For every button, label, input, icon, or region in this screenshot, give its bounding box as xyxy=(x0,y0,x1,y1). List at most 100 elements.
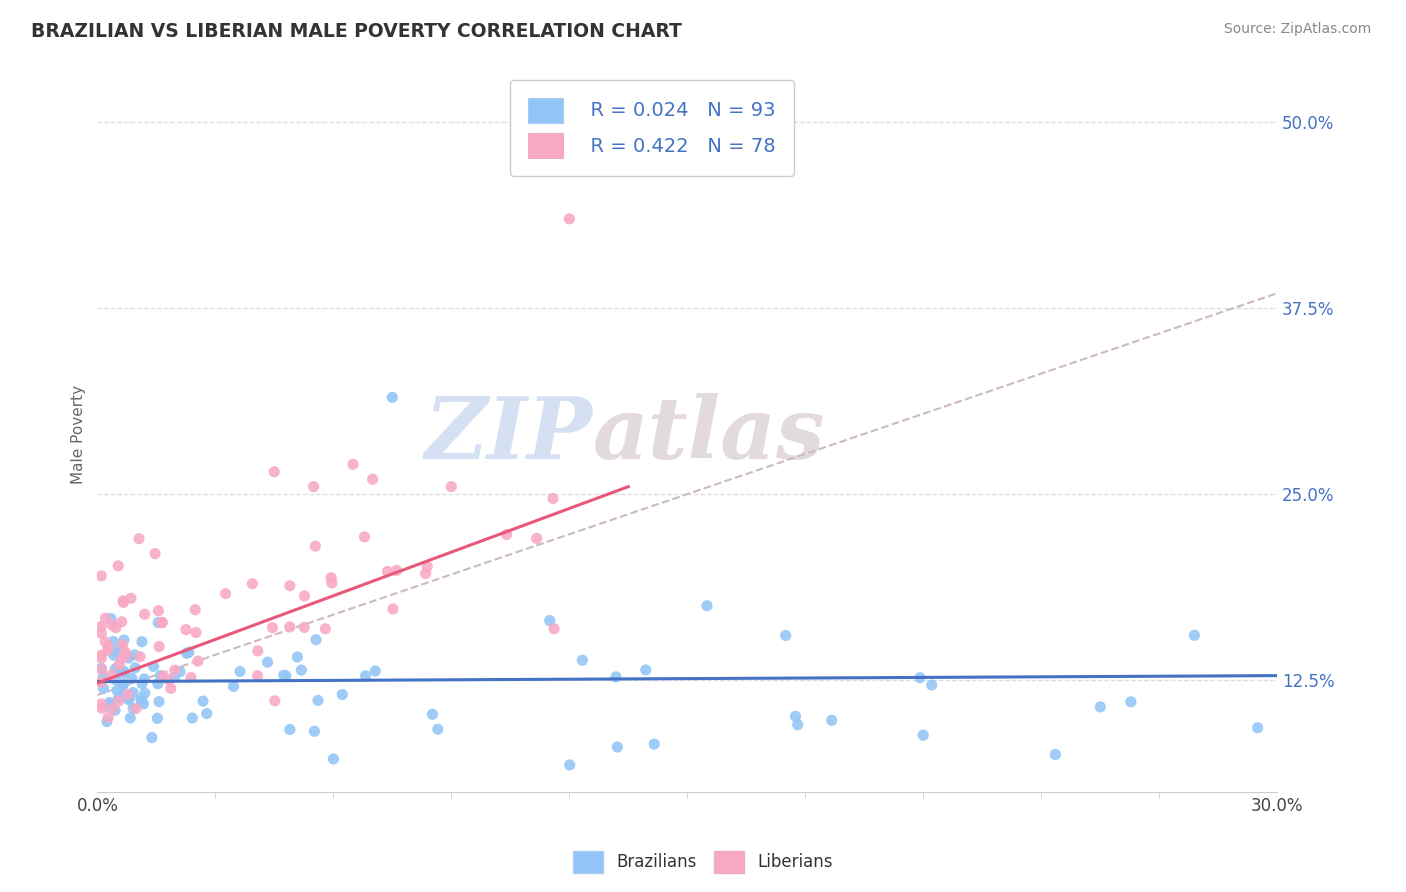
Text: atlas: atlas xyxy=(593,392,825,476)
Point xyxy=(1184,628,1206,642)
Point xyxy=(1119,695,1142,709)
Point xyxy=(321,576,343,591)
Point xyxy=(605,670,627,684)
Point xyxy=(273,668,295,682)
Point xyxy=(278,579,301,593)
Point xyxy=(314,622,336,636)
Point xyxy=(146,711,169,725)
Point xyxy=(440,480,463,494)
Point xyxy=(90,619,112,633)
Point xyxy=(146,676,169,690)
Point xyxy=(142,659,165,673)
Point xyxy=(571,653,593,667)
Point xyxy=(290,663,312,677)
Legend:   R = 0.024   N = 93,   R = 0.422   N = 78: R = 0.024 N = 93, R = 0.422 N = 78 xyxy=(510,80,793,176)
Point xyxy=(422,707,444,722)
Point xyxy=(97,640,120,654)
Point xyxy=(103,634,125,648)
Point xyxy=(91,670,114,684)
Point xyxy=(90,697,112,711)
Point xyxy=(786,717,808,731)
Point xyxy=(118,691,141,706)
Point xyxy=(294,589,316,603)
Point xyxy=(134,672,156,686)
Point xyxy=(107,690,129,705)
Point xyxy=(304,724,326,739)
Point xyxy=(1246,721,1268,735)
Point xyxy=(643,737,665,751)
Point xyxy=(110,642,132,657)
Point xyxy=(97,710,120,724)
Point xyxy=(148,604,170,618)
Point xyxy=(426,722,449,736)
Point xyxy=(120,711,142,725)
Point xyxy=(117,688,139,702)
Point xyxy=(256,655,278,669)
Point xyxy=(381,390,404,404)
Point xyxy=(96,699,118,714)
Point xyxy=(112,594,135,608)
Point xyxy=(263,465,285,479)
Point xyxy=(150,615,173,630)
Point xyxy=(195,706,218,721)
Point xyxy=(222,680,245,694)
Point xyxy=(1045,747,1067,762)
Point xyxy=(90,661,112,675)
Point xyxy=(263,694,285,708)
Point xyxy=(775,628,797,642)
Point xyxy=(785,709,807,723)
Point xyxy=(131,694,153,708)
Text: BRAZILIAN VS LIBERIAN MALE POVERTY CORRELATION CHART: BRAZILIAN VS LIBERIAN MALE POVERTY CORRE… xyxy=(31,22,682,41)
Point xyxy=(184,625,207,640)
Point xyxy=(821,713,844,727)
Point xyxy=(558,211,581,226)
Point xyxy=(129,692,152,706)
Point xyxy=(117,651,139,665)
Point xyxy=(163,663,186,677)
Point xyxy=(157,673,180,687)
Point xyxy=(921,678,943,692)
Point xyxy=(292,620,315,634)
Point xyxy=(285,650,308,665)
Point xyxy=(159,681,181,696)
Point xyxy=(354,669,377,683)
Point xyxy=(117,692,139,706)
Point xyxy=(111,638,134,652)
Point xyxy=(104,703,127,717)
Point xyxy=(101,701,124,715)
Text: Source: ZipAtlas.com: Source: ZipAtlas.com xyxy=(1223,22,1371,37)
Point xyxy=(307,693,329,707)
Point xyxy=(634,663,657,677)
Point xyxy=(696,599,718,613)
Point xyxy=(122,685,145,699)
Point xyxy=(302,480,325,494)
Point xyxy=(177,645,200,659)
Point xyxy=(246,669,269,683)
Point xyxy=(526,532,548,546)
Point xyxy=(148,615,170,630)
Point xyxy=(169,665,191,679)
Point xyxy=(98,696,121,710)
Point xyxy=(416,559,439,574)
Point xyxy=(385,563,408,577)
Point xyxy=(543,622,565,636)
Point xyxy=(124,661,146,675)
Point xyxy=(96,714,118,729)
Point xyxy=(246,644,269,658)
Legend: Brazilians, Liberians: Brazilians, Liberians xyxy=(567,845,839,880)
Point xyxy=(1090,699,1112,714)
Point xyxy=(141,731,163,745)
Point xyxy=(112,688,135,702)
Point xyxy=(382,602,405,616)
Point xyxy=(112,664,135,678)
Point xyxy=(278,620,301,634)
Point xyxy=(131,634,153,648)
Point xyxy=(97,643,120,657)
Point xyxy=(181,711,204,725)
Point xyxy=(90,651,112,665)
Point xyxy=(361,472,384,486)
Point xyxy=(100,668,122,682)
Point xyxy=(321,571,343,585)
Point xyxy=(415,566,437,581)
Point xyxy=(111,615,134,629)
